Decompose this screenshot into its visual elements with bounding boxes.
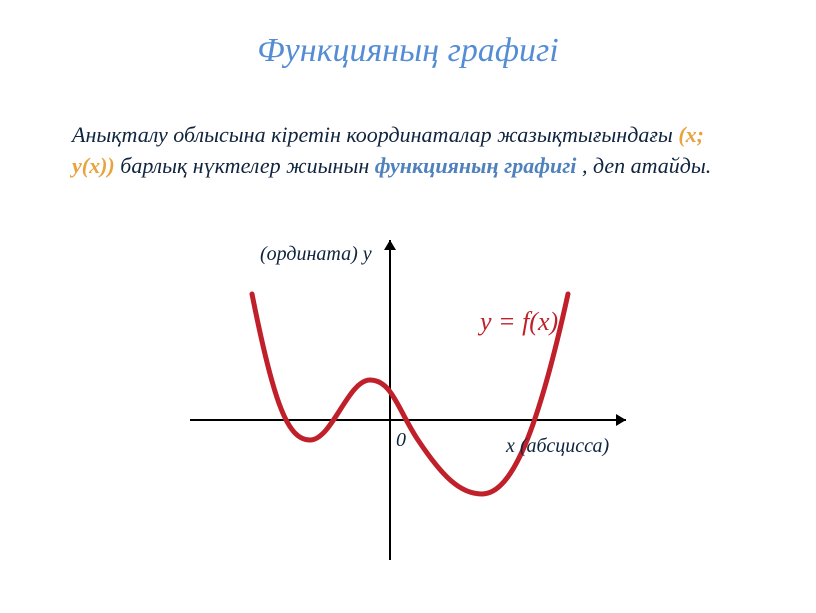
- def-pre: Анықталу облысына кіретін координаталар …: [72, 122, 678, 147]
- slide: Функцияның графигі Анықталу облысына кір…: [0, 0, 816, 613]
- y-axis-arrow: [384, 240, 396, 250]
- def-term: функцияның графигі: [375, 153, 577, 178]
- label-x_axis: x (абсцисса): [505, 435, 609, 457]
- def-post: , деп атайды.: [582, 153, 711, 178]
- x-axis-arrow: [616, 414, 626, 426]
- slide-title: Функцияның графигі: [0, 32, 816, 70]
- def-mid: барлық нүктелер жиынын: [120, 153, 375, 178]
- label-func: y = f(x): [477, 307, 558, 336]
- label-origin: 0: [396, 429, 406, 451]
- definition-text: Анықталу облысына кіретін координаталар …: [72, 120, 744, 182]
- function-graph: (ордината) y x (абсцисса) 0 y = f(x): [170, 230, 646, 580]
- chart-svg: (ордината) y x (абсцисса) 0 y = f(x): [170, 230, 646, 580]
- label-y_axis: (ордината) y: [260, 243, 372, 265]
